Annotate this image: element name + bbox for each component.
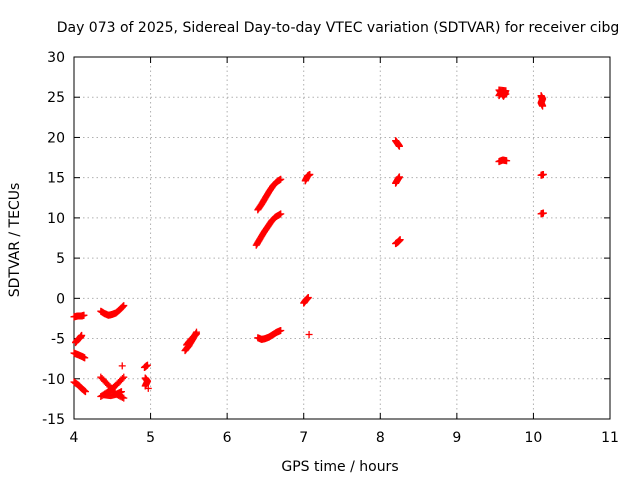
data-point bbox=[118, 375, 126, 383]
data-point bbox=[193, 330, 201, 338]
data-point bbox=[539, 170, 547, 178]
y-tick-label: 10 bbox=[47, 211, 65, 227]
x-tick-label: 6 bbox=[223, 430, 232, 446]
data-point bbox=[78, 331, 86, 339]
x-tick-label: 7 bbox=[299, 430, 308, 446]
data-point bbox=[81, 354, 89, 362]
data-point bbox=[306, 170, 314, 178]
x-axis-label: GPS time / hours bbox=[281, 459, 398, 475]
data-point bbox=[81, 388, 89, 396]
y-tick-label: 20 bbox=[47, 130, 65, 146]
data-point bbox=[120, 394, 128, 402]
x-tick-label: 4 bbox=[70, 430, 79, 446]
data-point bbox=[277, 175, 285, 183]
y-tick-label: 15 bbox=[47, 171, 65, 187]
y-tick-label: 25 bbox=[47, 90, 65, 106]
y-tick-label: -15 bbox=[42, 412, 65, 428]
data-point bbox=[539, 102, 547, 110]
plot-border bbox=[73, 56, 611, 420]
y-axis-label: SDTVAR / TECUs bbox=[7, 183, 23, 298]
data-point bbox=[117, 388, 125, 396]
y-tick-label: 0 bbox=[56, 291, 65, 307]
chart-title: Day 073 of 2025, Sidereal Day-to-day VTE… bbox=[57, 20, 620, 36]
data-point bbox=[120, 302, 128, 310]
data-point bbox=[305, 331, 313, 339]
x-tick-label: 9 bbox=[452, 430, 461, 446]
data-point bbox=[503, 157, 511, 165]
data-point bbox=[396, 236, 404, 244]
data-point bbox=[502, 90, 510, 98]
data-point bbox=[277, 327, 285, 335]
data-point bbox=[120, 373, 128, 381]
data-point bbox=[118, 393, 126, 401]
data-point bbox=[395, 142, 403, 150]
data-point bbox=[304, 294, 312, 302]
data-point bbox=[144, 384, 152, 392]
y-tick-label: -5 bbox=[51, 332, 65, 348]
data-point bbox=[118, 362, 126, 370]
grid-lines bbox=[74, 57, 610, 419]
data-points bbox=[70, 86, 547, 402]
x-tick-label: 5 bbox=[146, 430, 155, 446]
data-point bbox=[144, 361, 152, 369]
y-tick-label: -10 bbox=[42, 372, 65, 388]
y-tick-label: 5 bbox=[56, 251, 65, 267]
data-point bbox=[80, 311, 88, 319]
data-point bbox=[539, 209, 547, 217]
x-tick-label: 11 bbox=[601, 430, 619, 446]
x-tick-label: 8 bbox=[376, 430, 385, 446]
y-tick-label: 30 bbox=[47, 50, 65, 66]
data-point bbox=[395, 173, 403, 181]
data-point bbox=[277, 210, 285, 218]
x-tick-label: 10 bbox=[525, 430, 543, 446]
axis-ticks: 4 5 6 7 8 9 10 11 -15 -10 -5 0 5 10 15 20 25 30 bbox=[42, 50, 619, 446]
